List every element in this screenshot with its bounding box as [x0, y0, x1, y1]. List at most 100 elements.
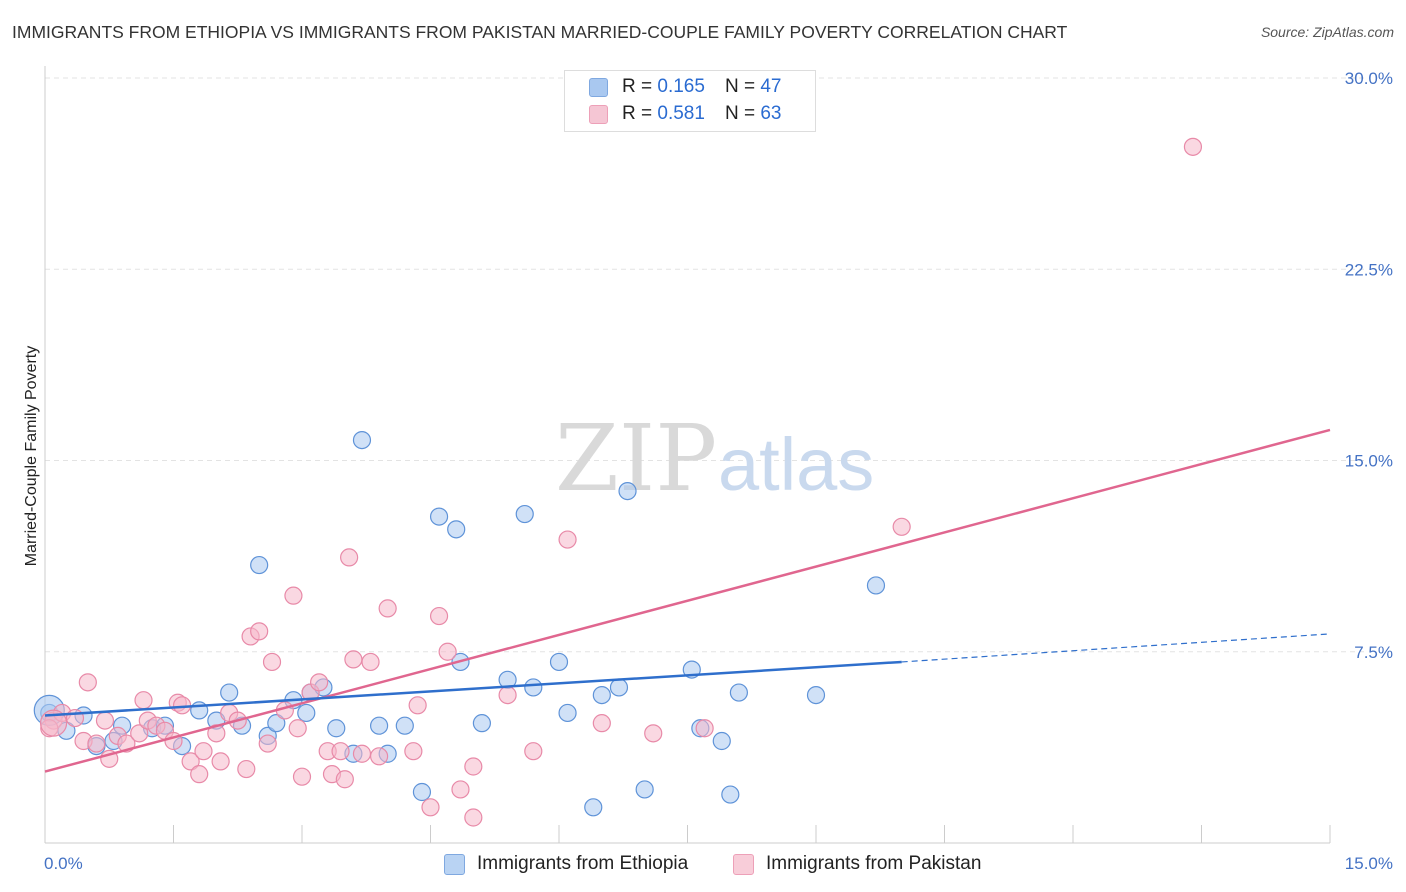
y-tick-label: 22.5%	[1345, 260, 1393, 279]
legend-row-ethiopia: R = 0.165 N = 47	[589, 76, 781, 98]
data-point-ethiopia	[327, 719, 346, 738]
legend-row-pakistan: R = 0.581 N = 63	[589, 103, 781, 125]
legend-n-value: 63	[760, 103, 782, 124]
data-point-ethiopia	[447, 520, 466, 539]
legend-r-value: 0.581	[657, 103, 705, 124]
data-point-ethiopia	[515, 504, 534, 524]
data-point-pakistan	[284, 586, 303, 605]
data-point-pakistan-cluster	[39, 709, 68, 737]
data-point-ethiopia	[592, 685, 611, 705]
data-point-ethiopia	[370, 716, 389, 735]
data-point-ethiopia	[806, 685, 826, 705]
data-point-pakistan	[451, 780, 470, 799]
trendline-ethiopia-extension	[901, 633, 1331, 663]
trendline-pakistan	[44, 428, 1331, 773]
data-point-ethiopia	[412, 782, 432, 802]
x-tick-label: 15.0%	[1345, 854, 1393, 873]
data-point-pakistan	[558, 530, 577, 549]
data-point-ethiopia	[472, 714, 491, 733]
data-point-pakistan	[194, 742, 213, 761]
data-point-ethiopia	[267, 714, 286, 733]
data-point-ethiopia	[729, 683, 749, 702]
legend-n-value: 47	[760, 76, 782, 97]
data-point-ethiopia	[584, 798, 603, 817]
bottom-legend-pakistan: Immigrants from Pakistan	[733, 852, 981, 876]
watermark: ZIP atlas	[555, 405, 874, 512]
legend-n-label: N =	[724, 76, 756, 97]
data-point-pakistan	[370, 747, 389, 766]
data-point-ethiopia	[866, 576, 886, 595]
trendlines	[44, 428, 1331, 773]
data-point-ethiopia	[250, 555, 269, 575]
data-point-ethiopia	[558, 703, 577, 723]
data-point-pakistan	[292, 767, 312, 786]
data-point-pakistan	[211, 752, 230, 771]
data-point-pakistan	[592, 714, 611, 733]
data-point-pakistan	[134, 691, 153, 710]
data-point-pakistan	[421, 798, 440, 817]
x-tick-label: 0.0%	[44, 854, 83, 873]
y-tick-label: 7.5%	[1354, 643, 1393, 662]
data-point-pakistan	[331, 742, 350, 761]
data-point-pakistan	[258, 734, 277, 753]
data-point-ethiopia	[618, 482, 637, 501]
data-point-pakistan	[130, 724, 149, 743]
data-point-pakistan	[464, 757, 483, 776]
ethiopia-legend-label: Immigrants from Ethiopia	[477, 853, 689, 874]
data-point-pakistan	[408, 696, 427, 715]
tick-labels: 7.5% 15.0% 22.5% 30.0% 0.0% 15.0%	[44, 69, 1393, 873]
y-tick-label: 15.0%	[1345, 452, 1393, 471]
data-point-ethiopia	[524, 678, 543, 697]
data-point-ethiopia	[712, 731, 731, 751]
data-point-pakistan	[892, 517, 911, 536]
data-point-pakistan	[404, 742, 423, 761]
ethiopia-swatch-icon	[589, 77, 608, 97]
data-point-pakistan	[644, 724, 663, 743]
data-point-pakistan	[378, 599, 397, 618]
data-point-ethiopia	[609, 678, 629, 697]
data-point-pakistan	[524, 742, 543, 761]
chart-title: IMMIGRANTS FROM ETHIOPIA VS IMMIGRANTS F…	[12, 22, 1068, 42]
data-point-pakistan	[498, 685, 517, 705]
watermark-atlas: atlas	[718, 423, 874, 506]
data-point-ethiopia	[635, 780, 654, 799]
source-label: Source: ZipAtlas.com	[1260, 24, 1394, 40]
gridlines	[45, 77, 1365, 653]
data-point-pakistan	[340, 548, 359, 567]
data-point-pakistan	[95, 711, 115, 730]
legend-r-label: R =	[622, 76, 653, 97]
y-axis-label: Married-Couple Family Poverty	[23, 346, 40, 567]
data-point-ethiopia	[395, 716, 414, 735]
data-point-ethiopia	[220, 683, 239, 702]
data-point-pakistan	[310, 673, 329, 692]
data-point-ethiopia	[429, 507, 449, 526]
data-point-pakistan	[87, 734, 106, 753]
pakistan-legend-icon	[733, 853, 754, 875]
legend-n-label: N =	[724, 103, 756, 124]
pakistan-legend-label: Immigrants from Pakistan	[766, 853, 982, 874]
correlation-legend: R = 0.165 N = 47 R = 0.581 N = 63	[564, 70, 816, 132]
data-point-pakistan	[181, 752, 200, 771]
data-point-ethiopia	[297, 703, 316, 723]
data-point-pakistan	[1183, 137, 1203, 156]
data-point-pakistan	[262, 652, 282, 672]
y-tick-label: 30.0%	[1345, 69, 1393, 88]
data-point-ethiopia	[352, 431, 372, 450]
watermark-zip: ZIP	[555, 405, 717, 512]
data-point-pakistan	[352, 744, 372, 763]
data-point-ethiopia	[721, 785, 740, 804]
data-point-pakistan	[695, 719, 714, 738]
data-point-ethiopia	[549, 652, 569, 672]
pakistan-swatch-icon	[589, 104, 608, 124]
legend-r-value: 0.165	[657, 76, 705, 97]
data-point-pakistan	[237, 759, 256, 779]
ethiopia-legend-icon	[444, 853, 465, 875]
data-point-pakistan	[335, 770, 354, 789]
data-point-pakistan	[344, 650, 363, 669]
data-point-pakistan	[464, 808, 483, 827]
data-point-pakistan	[250, 622, 269, 641]
series-pakistan	[39, 137, 1203, 827]
data-point-pakistan	[438, 642, 457, 661]
bottom-legend-ethiopia: Immigrants from Ethiopia	[444, 852, 688, 876]
